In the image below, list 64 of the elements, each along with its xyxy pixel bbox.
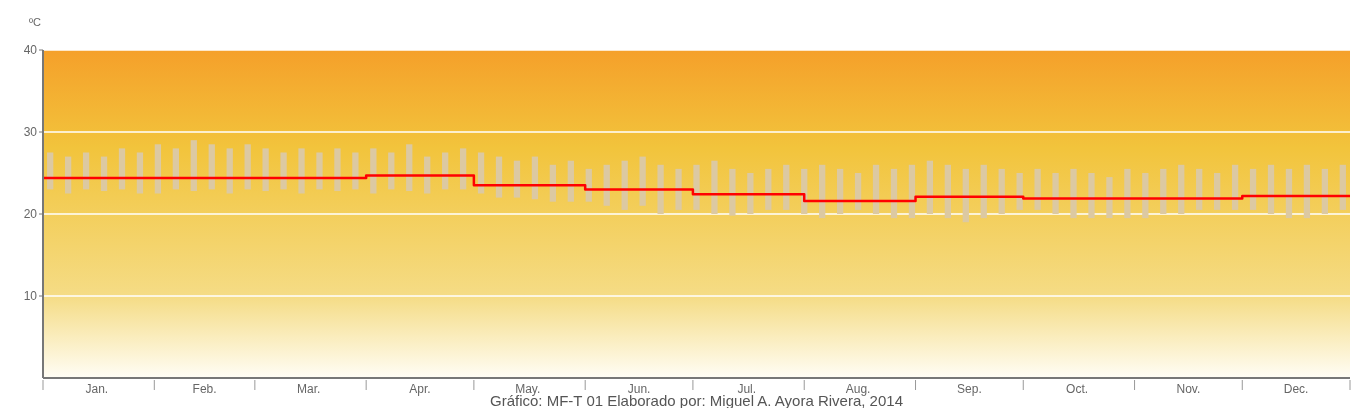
bar — [136, 152, 144, 194]
bar — [334, 148, 341, 192]
x-tick-label: Nov. — [1176, 382, 1201, 396]
x-tick-label: Mar. — [297, 382, 321, 396]
x-tick-label: Apr. — [409, 382, 431, 396]
bar — [280, 152, 287, 190]
bar — [1070, 168, 1077, 219]
y-tick-label: 10 — [23, 289, 38, 304]
bar — [298, 148, 305, 194]
x-tick-label: Jul. — [737, 382, 757, 396]
bar — [316, 152, 323, 190]
bar — [1267, 164, 1275, 214]
bar — [1303, 164, 1311, 219]
bar — [1339, 164, 1346, 210]
bar — [352, 152, 359, 190]
x-tick-label: Oct. — [1066, 382, 1089, 396]
bar — [244, 144, 251, 190]
x-tick-label: Dec. — [1283, 382, 1309, 396]
x-tick-label: Feb. — [192, 382, 217, 396]
bar — [1106, 177, 1113, 219]
bar — [226, 148, 233, 194]
bar — [1124, 168, 1131, 219]
bar — [406, 144, 413, 192]
bar — [836, 168, 844, 214]
bar — [872, 164, 880, 214]
bar — [819, 164, 826, 219]
x-tick-label: Jan. — [85, 382, 109, 396]
bar — [926, 160, 934, 214]
bar — [962, 168, 969, 223]
bar — [747, 173, 754, 214]
bar — [208, 144, 215, 190]
bar — [190, 140, 197, 192]
bar — [711, 160, 718, 214]
bar — [998, 168, 1005, 214]
y-tick-label: 30 — [23, 125, 38, 140]
bar — [675, 168, 682, 210]
bar — [729, 168, 736, 216]
bar — [370, 148, 377, 194]
bar — [1249, 168, 1257, 210]
bar — [1034, 168, 1041, 210]
bar — [1052, 173, 1059, 214]
y-tick-label: 40 — [23, 43, 38, 58]
bar — [172, 148, 179, 190]
bar — [639, 156, 646, 206]
bar — [1016, 173, 1023, 210]
bar — [64, 156, 72, 194]
bar — [1285, 168, 1293, 219]
bar — [657, 164, 664, 214]
bar — [980, 164, 987, 219]
x-tick-label: Jun. — [627, 382, 651, 396]
x-tick-label: Sep. — [957, 382, 982, 396]
y-tick-label: 20 — [23, 207, 38, 222]
bar — [908, 164, 916, 219]
bar — [854, 173, 862, 210]
x-tick-label: Aug. — [845, 382, 871, 396]
bar — [262, 148, 269, 192]
bar — [118, 148, 126, 190]
bar — [890, 168, 898, 219]
bar — [944, 164, 951, 219]
y-axis-title: ºC — [29, 16, 42, 28]
bar — [1321, 168, 1328, 214]
bar — [154, 144, 162, 194]
bar — [693, 164, 700, 210]
bar — [1088, 173, 1095, 219]
